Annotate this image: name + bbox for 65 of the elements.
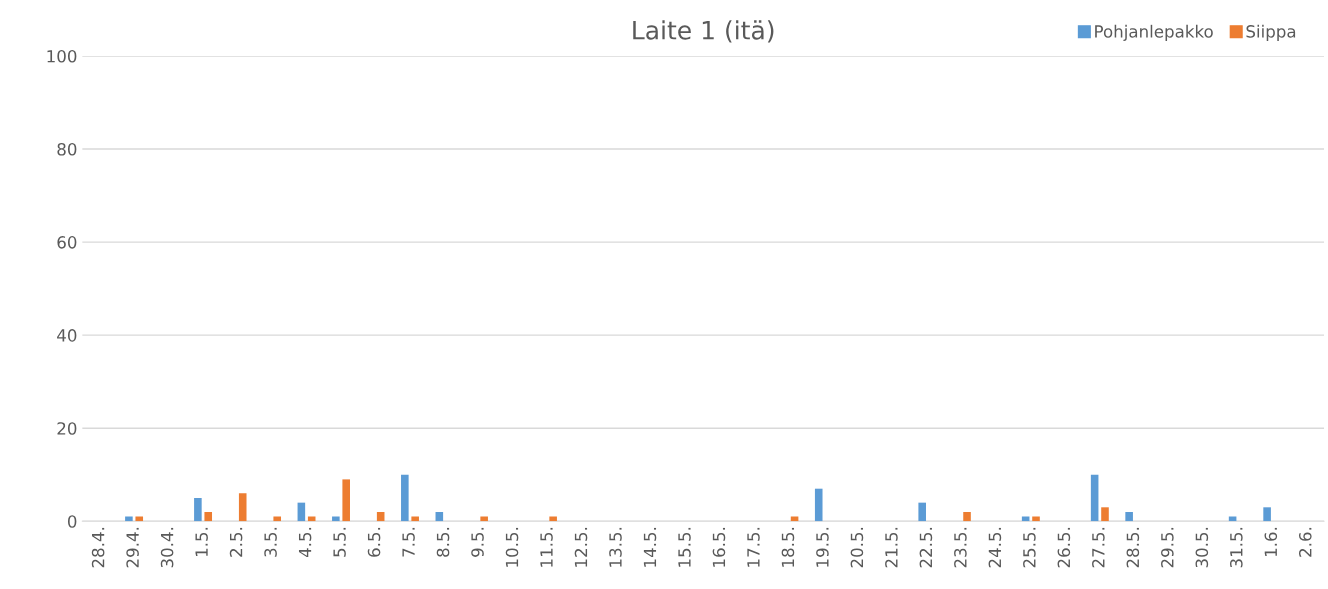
x-tick-label: 11.5. [540, 527, 553, 567]
x-tick-label: 31.5. [1230, 527, 1243, 568]
legend-label: Siippa [1246, 24, 1296, 41]
x-tick-label: 1.6. [1264, 527, 1278, 557]
bar [125, 516, 133, 522]
bar [204, 511, 213, 522]
x-tick-label: 29.5. [1161, 527, 1174, 568]
bar [1090, 474, 1099, 522]
bar [480, 516, 488, 522]
y-tick-label: 60 [57, 236, 77, 249]
x-tick-label: 27.5. [1092, 527, 1105, 568]
x-tick-label: 15.5. [678, 527, 691, 567]
x-tick-label: 13.5. [609, 527, 622, 567]
x-tick-label: 3.5. [264, 527, 277, 557]
bar [401, 474, 409, 522]
x-tick-label: 14.5. [643, 527, 657, 567]
x-tick-label: 23.5. [954, 527, 967, 568]
x-tick-label: 1.5. [195, 527, 208, 557]
x-tick-label: 2.6. [1299, 527, 1312, 557]
x-tick-label: 25.5. [1023, 527, 1036, 568]
bar [411, 516, 419, 522]
bar [549, 516, 557, 522]
x-tick-label: 24.5. [988, 527, 1002, 568]
x-tick-label: 20.5. [850, 527, 864, 568]
x-tick-label: 28.4. [91, 527, 105, 568]
x-tick-label: 30.5. [1195, 527, 1209, 568]
x-tick-label: 10.5. [505, 527, 519, 567]
x-tick-label: 17.5. [747, 527, 760, 567]
x-tick-label: 6.5. [367, 527, 381, 557]
x-tick-label: 28.5. [1126, 527, 1140, 568]
bar [1125, 511, 1133, 522]
y-tick-label: 20 [57, 422, 77, 435]
bar [342, 479, 350, 522]
x-tick-label: 16.5. [712, 527, 726, 567]
x-tick-label: 29.4. [126, 527, 139, 568]
x-tick-label: 7.5. [402, 527, 415, 557]
bar [918, 502, 926, 522]
y-tick-label: 40 [57, 329, 77, 342]
bar [273, 516, 281, 522]
bar [332, 516, 340, 522]
bar [1032, 516, 1040, 522]
y-tick-label: 100 [47, 49, 77, 63]
x-tick-label: 30.4. [160, 527, 174, 568]
x-tick-label: 12.5. [574, 527, 588, 567]
x-tick-label: 22.5. [919, 527, 933, 568]
bar [194, 498, 202, 522]
bar [1101, 507, 1109, 522]
bar [963, 511, 971, 522]
bar [135, 516, 144, 522]
y-tick-label: 80 [57, 142, 77, 156]
x-tick-label: 18.5. [781, 527, 795, 567]
legend-label: Pohjanlepakko [1095, 24, 1213, 41]
x-tick-label: 8.5. [436, 527, 450, 557]
bar [238, 493, 247, 522]
x-tick-label: 9.5. [471, 527, 484, 557]
x-tick-label: 2.5. [229, 527, 243, 557]
x-tick-label: 5.5. [333, 527, 346, 557]
bar [1263, 507, 1271, 522]
x-tick-label: 26.5. [1057, 527, 1071, 568]
bar [814, 488, 823, 522]
x-tick-label: 21.5. [885, 527, 898, 568]
x-tick-label: 4.5. [298, 527, 312, 558]
x-tick-label: 19.5. [816, 527, 829, 567]
chart-title: Laite 1 (itä) [633, 20, 774, 43]
y-tick-label: 0 [67, 515, 77, 528]
